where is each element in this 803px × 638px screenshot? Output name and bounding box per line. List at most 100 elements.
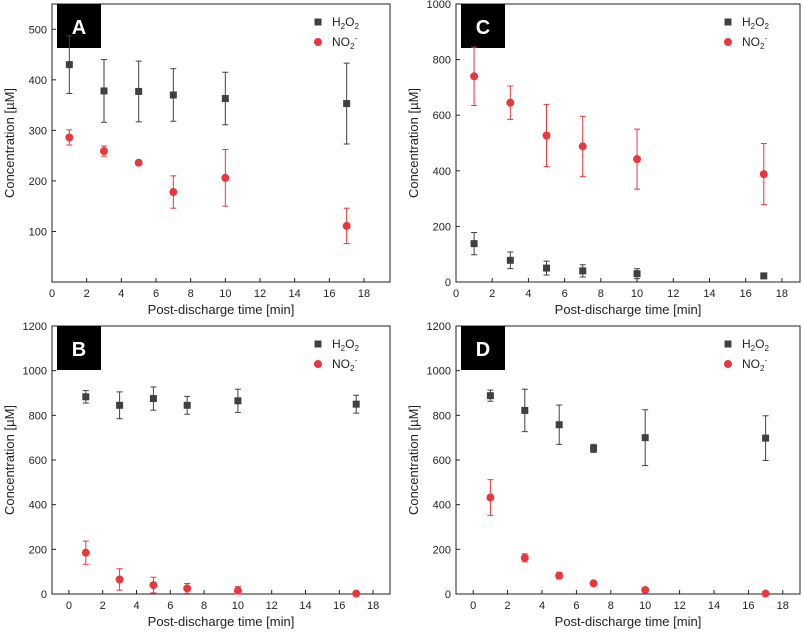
legend-marker [314,340,322,348]
legend-label: NO2- [332,34,357,51]
data-point [543,264,551,272]
y-tick-label: 1000 [427,366,451,378]
legend-label-part: 2 [764,344,769,353]
x-tick-label: 0 [49,288,55,300]
data-point [578,142,587,151]
x-tick-label: 8 [598,288,604,300]
legend-label-part: O [345,337,354,351]
data-point [589,579,598,588]
x-tick-label: 12 [266,600,278,612]
data-point [486,493,495,502]
x-tick-label: 12 [667,288,679,300]
legend-marker [724,340,732,348]
x-tick-label: 4 [539,600,545,612]
y-tick-label: 0 [445,277,451,289]
data-point [134,158,143,167]
x-axis-label: Post-discharge time [min] [555,614,702,629]
data-point [633,270,641,278]
y-tick-label: 200 [433,544,451,556]
x-tick-label: 16 [740,288,752,300]
y-tick-label: 1000 [23,366,47,378]
legend-label-part: 2 [341,344,346,353]
y-axis-label: Concentration [µM] [2,88,17,198]
legend-label-part: H [742,337,751,351]
legend-marker [314,38,322,46]
y-tick-label: 600 [433,110,451,122]
legend-label-part: - [354,34,357,43]
legend-marker [724,18,732,26]
y-tick-label: 100 [29,226,47,238]
series-h2o2 [65,35,351,145]
legend-label: NO2- [332,356,357,373]
series-h2o2 [82,386,360,420]
y-tick-label: 500 [29,24,47,36]
x-tick-label: 2 [84,288,90,300]
x-tick-label: 12 [254,288,266,300]
series-no2 [486,479,770,598]
series-h2o2 [470,232,768,280]
legend-label-part: NO [332,357,350,371]
y-tick-label: 400 [433,166,451,178]
data-point [342,221,351,230]
data-point [221,173,230,182]
y-tick-label: 400 [433,500,451,512]
series-no2 [65,129,351,245]
x-tick-label: 18 [776,288,788,300]
y-tick-label: 200 [433,221,451,233]
legend-label-part: O [755,15,764,29]
y-tick-label: 1200 [427,321,451,333]
panel-label-badge [461,326,505,370]
data-point [590,444,598,452]
x-tick-label: 0 [453,288,459,300]
legend-label-part: 2 [350,42,355,51]
legend-label-part: 2 [350,364,355,373]
legend-label-part: 2 [751,344,756,353]
data-point [352,589,361,598]
legend-marker [724,38,732,46]
panel-label-badge [57,326,101,370]
x-tick-label: 10 [639,600,651,612]
legend-label-part: H [332,15,341,29]
legend-label-part: - [764,356,767,365]
data-point [233,586,242,595]
legend-label: H2O2 [332,337,359,353]
x-tick-label: 18 [777,600,789,612]
data-point [100,147,108,156]
data-point [486,392,494,400]
data-point [352,400,360,408]
panel-label-badge [57,4,101,48]
panel-b: 0 2 4 6 8 10 12 14 16 18 0 200 400 600 800 1000 1200 Post… [2,321,391,629]
data-point [169,91,177,99]
legend-marker [314,360,322,368]
plot-frame [455,3,801,283]
y-tick-label: 200 [29,544,47,556]
y-axis-label: Concentration [µM] [406,88,421,198]
legend-label-part: 2 [354,22,359,31]
data-point [183,584,192,593]
data-point [169,188,178,197]
legend-marker [314,18,322,26]
y-tick-label: 300 [29,125,47,137]
data-point [135,87,143,95]
x-tick-label: 6 [153,288,159,300]
x-tick-label: 14 [289,288,301,300]
data-point [641,585,650,594]
x-tick-label: 16 [333,600,345,612]
data-point [470,240,478,248]
data-point [221,95,229,103]
panel-label: B [72,339,86,361]
panel-label: A [72,17,86,39]
x-tick-label: 4 [133,600,139,612]
legend-label-part: NO [332,35,350,49]
x-tick-label: 6 [562,288,568,300]
data-point [183,401,191,409]
data-point [343,100,351,108]
x-tick-label: 8 [188,288,194,300]
legend-label-part: NO [742,357,760,371]
x-tick-label: 4 [118,288,124,300]
y-tick-label: 200 [29,176,47,188]
x-tick-label: 0 [470,600,476,612]
x-tick-label: 14 [299,600,311,612]
legend-label-part: 2 [341,22,346,31]
